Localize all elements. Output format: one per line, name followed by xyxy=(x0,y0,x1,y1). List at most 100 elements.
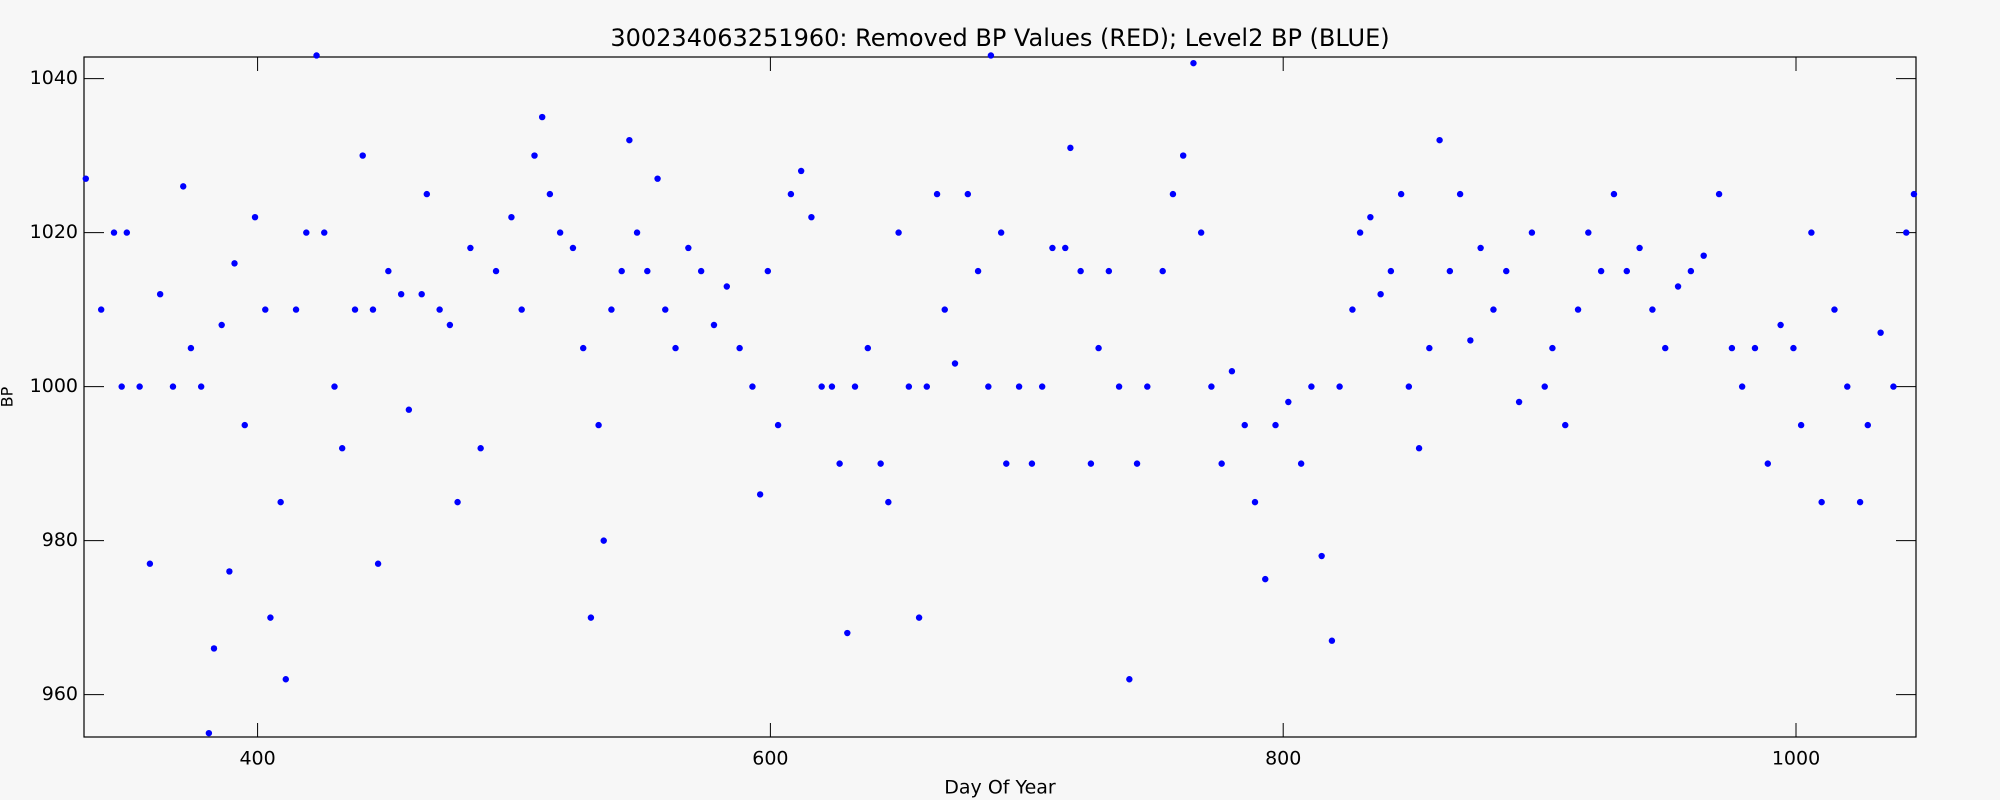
data-point xyxy=(964,190,972,198)
data-point xyxy=(1623,267,1630,275)
data-point xyxy=(369,306,377,313)
data-point xyxy=(1662,344,1669,352)
y-tick-label: 1020 xyxy=(30,221,78,243)
data-point xyxy=(987,52,995,59)
x-tick-label: 400 xyxy=(239,748,275,770)
data-point xyxy=(633,229,641,236)
data-point xyxy=(895,229,902,236)
data-point xyxy=(1038,383,1046,390)
x-tick-label: 1000 xyxy=(1772,748,1820,770)
data-point xyxy=(877,460,884,467)
data-point xyxy=(1790,344,1797,352)
y-tick-label: 1040 xyxy=(30,67,78,89)
data-point xyxy=(1415,445,1423,452)
data-point xyxy=(1228,368,1236,375)
data-point xyxy=(941,306,948,313)
data-point xyxy=(1087,460,1095,467)
data-point xyxy=(974,267,982,275)
data-point xyxy=(1831,306,1838,313)
data-point xyxy=(1328,637,1336,644)
data-point xyxy=(1856,498,1864,506)
data-point xyxy=(710,321,718,329)
data-point xyxy=(1890,383,1897,390)
data-point xyxy=(1700,252,1707,259)
data-point xyxy=(1541,383,1548,390)
data-point xyxy=(397,290,405,298)
data-point xyxy=(1180,152,1187,159)
data-point xyxy=(321,229,328,236)
data-point xyxy=(587,614,595,621)
data-point xyxy=(1397,190,1405,198)
data-point xyxy=(1674,283,1682,290)
data-point xyxy=(905,383,913,390)
data-point xyxy=(764,267,772,275)
data-point xyxy=(580,344,587,352)
data-point xyxy=(1387,267,1395,275)
data-point xyxy=(1144,383,1151,390)
data-point xyxy=(672,344,679,352)
data-point xyxy=(292,306,300,313)
data-point xyxy=(374,560,382,567)
data-point xyxy=(864,344,872,352)
data-point xyxy=(262,306,269,313)
data-point xyxy=(1426,344,1433,352)
data-point xyxy=(1910,190,1918,198)
data-point xyxy=(508,213,515,221)
data-point xyxy=(1077,267,1084,275)
data-point xyxy=(1251,498,1259,506)
data-point xyxy=(277,498,284,506)
data-point xyxy=(1649,306,1656,313)
data-point xyxy=(1490,306,1497,313)
data-point xyxy=(1115,383,1123,390)
data-point xyxy=(556,229,564,236)
data-point xyxy=(933,190,941,198)
data-point xyxy=(1208,383,1215,390)
data-point xyxy=(1715,190,1723,198)
data-point xyxy=(1503,267,1510,275)
data-point xyxy=(180,183,187,190)
data-point xyxy=(1133,460,1141,467)
data-point xyxy=(169,383,177,390)
data-point xyxy=(1377,290,1384,298)
data-point xyxy=(187,344,195,352)
data-point xyxy=(818,383,825,390)
data-point xyxy=(600,537,607,544)
data-point xyxy=(282,676,289,683)
data-point xyxy=(1169,190,1177,198)
data-point xyxy=(1610,190,1618,198)
data-point xyxy=(608,306,615,313)
x-tick-label: 600 xyxy=(752,748,788,770)
data-point xyxy=(267,614,274,621)
data-point xyxy=(446,321,454,329)
data-point xyxy=(1467,337,1474,344)
data-point xyxy=(331,383,338,390)
data-point xyxy=(1864,421,1871,429)
data-point xyxy=(1015,383,1023,390)
data-point xyxy=(538,113,546,121)
data-point xyxy=(1477,244,1484,252)
data-point xyxy=(618,267,625,275)
data-point xyxy=(697,267,705,275)
data-point xyxy=(454,498,461,506)
data-point xyxy=(436,306,443,313)
data-point xyxy=(405,406,413,413)
data-point xyxy=(828,383,836,390)
data-point xyxy=(923,383,930,390)
data-point xyxy=(1285,398,1292,406)
data-point xyxy=(156,290,164,298)
x-tick-label: 800 xyxy=(1265,748,1301,770)
data-point xyxy=(1549,344,1556,352)
data-point xyxy=(1738,383,1746,390)
data-point xyxy=(226,568,233,575)
plot-frame xyxy=(83,56,1917,738)
data-point xyxy=(1528,229,1536,236)
data-point xyxy=(146,560,154,567)
data-point xyxy=(1818,498,1825,506)
data-point xyxy=(136,383,143,390)
data-point xyxy=(467,244,474,252)
data-point xyxy=(723,283,731,290)
data-point xyxy=(251,213,259,221)
data-point xyxy=(531,152,538,159)
data-point xyxy=(1777,321,1784,329)
data-point xyxy=(1218,460,1225,467)
